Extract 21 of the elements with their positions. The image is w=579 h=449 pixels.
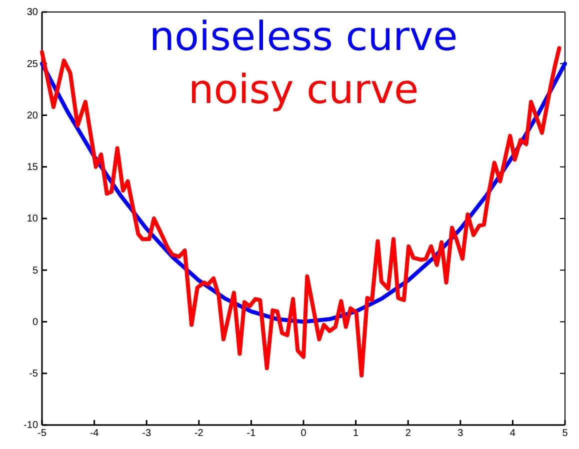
x-tick-label: -3: [142, 428, 152, 440]
x-tick-label: 5: [562, 428, 568, 440]
x-tick-label: 4: [510, 428, 516, 440]
x-tick-label: 0: [300, 428, 307, 440]
y-tick-label: 20: [26, 110, 38, 122]
x-tick-label: -1: [246, 428, 256, 440]
y-tick-label: -10: [24, 420, 38, 432]
x-tick-label: 1: [353, 428, 360, 440]
y-tick-label: 0: [32, 316, 38, 328]
x-tick-label: -4: [90, 428, 100, 440]
x-tick-label: 3: [458, 428, 464, 440]
y-tick-label: 15: [26, 162, 38, 174]
x-tick-label: -2: [194, 428, 204, 440]
series-label: noisy curve: [188, 67, 419, 113]
y-tick-label: 10: [26, 214, 38, 225]
text: noiseless curve: [149, 14, 458, 60]
y-tick-label: 5: [32, 265, 38, 276]
y-tick-label: 25: [26, 58, 38, 70]
x-tick-label: 2: [405, 428, 412, 440]
y-tick-label: 30: [26, 7, 38, 18]
y-tick-label: -5: [29, 368, 38, 380]
